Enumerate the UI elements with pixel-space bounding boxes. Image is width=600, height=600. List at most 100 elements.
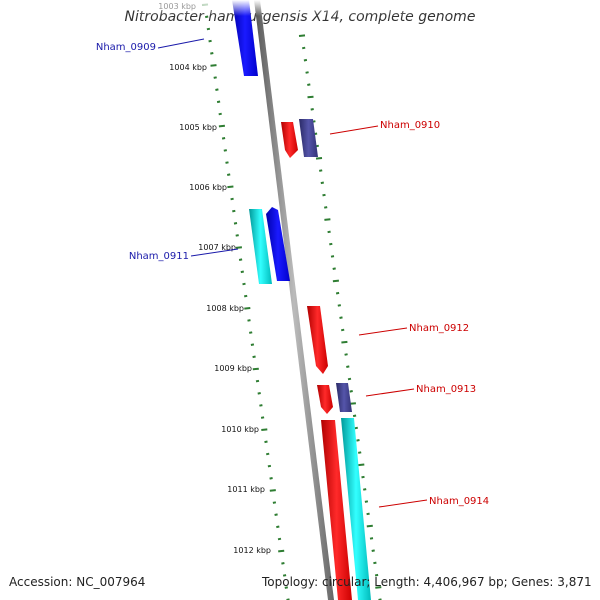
scale-tick-minor (305, 71, 309, 74)
gene-nham-0912[interactable] (307, 306, 328, 374)
scale-tick-minor (244, 294, 248, 298)
scale-tick-minor (235, 234, 239, 237)
scale-tick-minor (257, 392, 261, 395)
scale-tick-minor (354, 426, 358, 430)
scale-tick-major (278, 549, 285, 553)
scale-label: 1008 kbp (206, 304, 244, 313)
leader-line-nham-0912 (358, 327, 408, 336)
scale-tick-major (235, 246, 242, 249)
scale-tick-minor (206, 27, 211, 31)
scale-tick-minor (216, 100, 221, 104)
scale-tick-minor (255, 379, 260, 383)
scale-tick-minor (324, 206, 328, 209)
gene-label-nham-0909[interactable]: Nham_0909 (96, 42, 156, 53)
scale-label: 1006 kbp (189, 183, 227, 192)
scale-tick-minor (363, 488, 367, 491)
scale-tick-major (269, 489, 276, 492)
scale-tick-minor (266, 452, 270, 456)
genome-backbone (254, 0, 334, 600)
scale-tick-minor (249, 331, 253, 334)
scale-label: 1011 kbp (227, 485, 265, 494)
scale-tick-major (227, 185, 234, 189)
scale-tick-minor (232, 209, 236, 213)
gene-label-nham-0914[interactable]: Nham_0914 (429, 496, 489, 507)
scale-tick-minor (349, 390, 353, 393)
scale-tick-minor (284, 586, 288, 589)
scale-tick-minor (303, 58, 308, 62)
gene-nham-0909[interactable] (232, 0, 258, 76)
scale-tick-minor (276, 525, 280, 529)
scale-tick-minor (337, 304, 341, 307)
gene-nham-0913-partner[interactable] (336, 383, 352, 412)
gene-nham-0914-partner[interactable] (341, 418, 371, 600)
scale-tick-minor (269, 477, 273, 480)
scale-tick-minor (335, 291, 340, 295)
scale-tick-major (341, 340, 348, 344)
scale-label: 1007 kbp (198, 243, 236, 252)
scale-tick-minor (341, 328, 345, 332)
scale-labels: 1003 kbp 1004 kbp 1005 kbp 1006 kbp 1007… (158, 2, 271, 555)
genome-summary-text: Topology: circular; Length: 4,406,967 bp… (262, 575, 592, 589)
scale-tick-major (210, 64, 217, 67)
scale-tick-minor (210, 52, 214, 55)
scale-tick-minor (242, 282, 246, 286)
scale-tick-minor (373, 561, 377, 565)
scale-ticks-left (201, 3, 290, 600)
scale-tick-major (307, 95, 314, 99)
scale-tick-minor (358, 451, 362, 454)
scale-tick-minor (250, 343, 255, 346)
scale-tick-minor (352, 414, 357, 418)
gene-nham-0910[interactable] (281, 122, 298, 158)
scale-tick-minor (322, 193, 326, 197)
gene-label-nham-0912[interactable]: Nham_0912 (409, 323, 469, 334)
scale-tick-major (252, 367, 259, 371)
scale-tick-minor (307, 83, 311, 86)
gene-nham-0911[interactable] (249, 209, 272, 284)
accession-text: Accession: NC_007964 (9, 575, 146, 589)
scale-tick-minor (366, 512, 370, 516)
gene-label-nham-0910[interactable]: Nham_0910 (380, 120, 440, 131)
scale-label: 1004 kbp (169, 63, 207, 72)
scale-tick-minor (332, 267, 336, 270)
scale-tick-minor (208, 39, 212, 43)
scale-label: 1003 kbp (158, 2, 196, 11)
scale-tick-minor (369, 537, 374, 540)
leader-line-nham-0911 (190, 248, 239, 257)
scale-tick-minor (233, 222, 238, 225)
leader-line-nham-0913 (365, 388, 415, 397)
gene-nham-0911-partner[interactable] (266, 207, 290, 281)
scale-tick-major (244, 307, 251, 310)
scale-tick-minor (371, 549, 375, 552)
scale-tick-major (324, 218, 331, 221)
leader-line-nham-0910 (329, 125, 379, 135)
scale-tick-minor (240, 270, 244, 274)
gene-nham-0910-partner[interactable] (299, 119, 318, 157)
scale-label: 1010 kbp (221, 425, 259, 434)
scale-tick-minor (215, 88, 219, 91)
gene-label-nham-0911[interactable]: Nham_0911 (129, 251, 189, 262)
scale-tick-minor (227, 173, 231, 176)
scale-tick-minor (282, 574, 287, 577)
scale-tick-major (315, 157, 323, 160)
scale-tick-major (349, 402, 356, 405)
scale-tick-minor (267, 464, 272, 468)
scale-tick-minor (259, 404, 263, 407)
gene-nham-0914[interactable] (321, 420, 352, 600)
scale-tick-minor (225, 161, 229, 164)
gene-nham-0913[interactable] (317, 385, 333, 414)
scale-tick-minor (356, 439, 360, 442)
scale-tick-minor (302, 46, 306, 50)
scale-tick-major (358, 463, 365, 467)
scale-tick-minor (330, 255, 335, 258)
scale-tick-minor (218, 112, 222, 116)
leader-line-nham-0909 (157, 38, 205, 49)
gene-label-nham-0913[interactable]: Nham_0913 (416, 384, 476, 395)
scale-label: 1005 kbp (179, 123, 217, 132)
scale-tick-minor (272, 501, 277, 504)
scale-tick-minor (339, 316, 343, 319)
scale-tick-minor (274, 513, 278, 516)
scale-tick-major (261, 428, 268, 431)
top-fade (140, 0, 420, 16)
scale-tick-minor (347, 377, 352, 381)
